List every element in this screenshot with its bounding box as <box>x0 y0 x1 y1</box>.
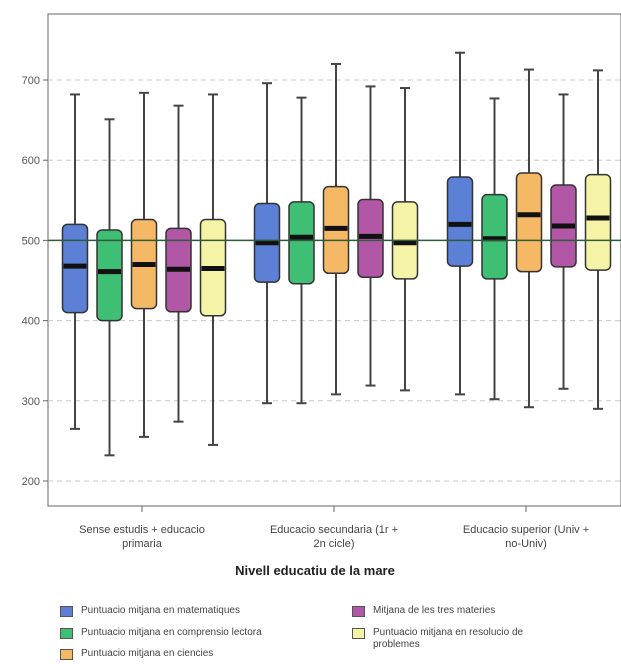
box-0-2 <box>130 91 158 438</box>
x-axis-ticks <box>141 506 527 512</box>
box-1-3 <box>357 85 384 387</box>
legend-item-3: Mitjana de les tres materies <box>352 605 593 617</box>
legend-item-4: Puntuacio mitjana en resolucio de proble… <box>352 627 593 651</box>
box-1-1 <box>288 96 315 405</box>
box-2-3 <box>550 93 577 390</box>
legend-swatch-1 <box>60 628 73 639</box>
box-body <box>515 172 543 273</box>
box-2-1 <box>481 97 508 401</box>
box-1-2 <box>322 62 350 396</box>
box-body <box>584 173 612 271</box>
y-tick-label-500: 500 <box>22 235 40 247</box>
x-category-label-1: Educacio secundaria (1r + 2n cicle) <box>269 524 399 550</box>
legend-swatch-0 <box>60 606 73 617</box>
box-0-1 <box>96 118 123 457</box>
y-tick-label-300: 300 <box>22 396 40 408</box>
box-0-4 <box>199 93 227 446</box>
legend-label-3: Mitjana de les tres materies <box>373 605 496 616</box>
legend-label-0: Puntuacio mitjana en matematiques <box>81 605 240 616</box>
legend-label-1: Puntuacio mitjana en comprensio lectora <box>81 627 262 638</box>
legend-item-1: Puntuacio mitjana en comprensio lectora <box>60 627 321 639</box>
box-body <box>96 229 123 322</box>
box-body <box>446 176 474 267</box>
x-category-label-0: Sense estudis + educacio primaria <box>79 524 205 550</box>
legend-swatch-2 <box>60 649 73 660</box>
y-axis: 200 300 400 500 600 700 <box>22 75 48 488</box>
y-tick-label-600: 600 <box>22 155 40 167</box>
box-1-0 <box>253 82 281 405</box>
box-2-4 <box>584 69 612 410</box>
legend-item-2: Puntuacio mitjana en ciencies <box>60 648 321 660</box>
legend-swatch-3 <box>352 606 365 617</box>
box-2-2 <box>515 68 543 409</box>
legend-swatch-4 <box>352 628 365 639</box>
x-category-label-2: Educacio superior (Univ + no-Univ) <box>462 524 590 550</box>
box-2-0 <box>446 51 474 396</box>
box-body <box>288 201 315 285</box>
legend-label-2: Puntuacio mitjana en ciencies <box>81 648 214 659</box>
legend-item-0: Puntuacio mitjana en matematiques <box>60 605 321 617</box>
x-axis-title: Nivell educatiu de la mare <box>235 563 395 578</box>
y-tick-label-200: 200 <box>22 476 40 488</box>
box-0-3 <box>165 104 192 423</box>
y-tick-label-400: 400 <box>22 316 40 328</box>
legend-label-4: Puntuacio mitjana en resolucio de proble… <box>373 627 524 650</box>
box-0-0 <box>61 93 89 430</box>
y-tick-label-700: 700 <box>22 75 40 87</box>
boxes <box>61 51 612 457</box>
grid-lines <box>48 79 621 482</box>
